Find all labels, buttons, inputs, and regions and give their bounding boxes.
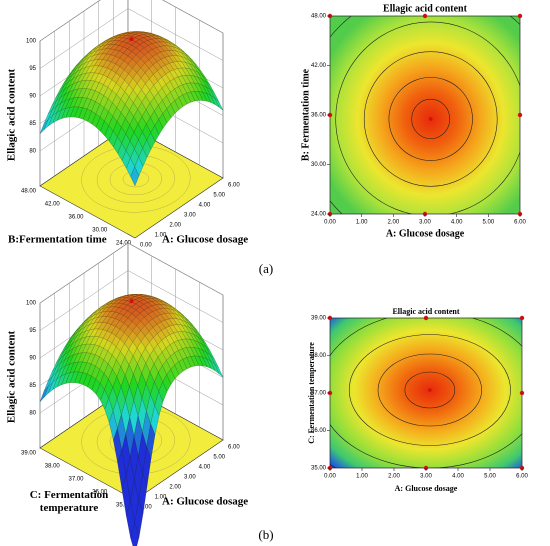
y-tick-label: 24.00 xyxy=(311,212,327,218)
y-tick-label: 48.00 xyxy=(311,14,327,20)
design-point xyxy=(129,37,134,42)
x-tick-label: 5.00 xyxy=(482,220,494,226)
z-tick-label: 85 xyxy=(29,383,36,389)
x-tick-label: 1.00 xyxy=(155,495,167,501)
design-point xyxy=(519,315,525,321)
x-tick-label: 4.00 xyxy=(199,465,211,471)
axis-label: A: Glucose dosage xyxy=(386,228,465,239)
y-tick-label: 24.00 xyxy=(116,241,132,247)
panel-label: (a) xyxy=(259,261,273,276)
x-tick-label: 3.00 xyxy=(184,475,196,481)
z-tick-label: 80 xyxy=(29,149,36,155)
surface-patch xyxy=(130,522,140,546)
x-tick-label: 6.00 xyxy=(514,220,526,226)
contour-line xyxy=(363,51,498,187)
contour-fill xyxy=(330,16,520,214)
axis-label: B:Fermentation time xyxy=(8,234,107,246)
design-point xyxy=(129,299,134,304)
z-tick-label: 90 xyxy=(29,356,36,362)
y-tick-label: 38.00 xyxy=(45,464,61,470)
x-tick-label: 0.00 xyxy=(140,505,152,511)
y-tick-label: 36.00 xyxy=(68,215,84,221)
x-tick-label: 2.00 xyxy=(388,474,400,480)
x-tick-label: 5.00 xyxy=(213,455,225,461)
contour-line xyxy=(348,334,511,446)
x-tick-label: 0.00 xyxy=(324,474,336,480)
z-tick-label: 95 xyxy=(29,328,36,334)
panel-label: (b) xyxy=(258,527,273,542)
x-tick-label: 6.00 xyxy=(228,183,240,189)
x-tick-label: 2.00 xyxy=(169,485,181,491)
y-tick-label: 30.00 xyxy=(311,162,327,168)
design-point xyxy=(428,388,432,392)
z-tick-label: 80 xyxy=(29,411,36,417)
axis-label: A: Glucose dosage xyxy=(162,496,248,508)
axis-label: C: Fermentation temperature xyxy=(29,489,109,514)
y-tick-label: 30.00 xyxy=(92,228,108,234)
z-tick-label: 100 xyxy=(26,39,37,45)
design-point xyxy=(519,390,525,396)
axis-label: Ellagic acid content xyxy=(6,331,18,424)
x-tick-label: 5.00 xyxy=(213,193,225,199)
contour-line xyxy=(411,98,451,140)
design-point xyxy=(517,13,523,19)
design-point xyxy=(517,112,523,118)
y-tick-label: 37.00 xyxy=(68,477,84,483)
design-point xyxy=(428,117,433,121)
y-tick-label: 48.00 xyxy=(21,189,37,195)
y-tick-label: 35.00 xyxy=(116,503,132,509)
y-tick-label: 37.00 xyxy=(311,391,327,397)
x-tick-label: 4.00 xyxy=(452,474,464,480)
contour-line xyxy=(335,21,520,214)
x-tick-label: 2.00 xyxy=(169,223,181,229)
x-tick-label: 2.00 xyxy=(387,220,399,226)
x-tick-label: 4.00 xyxy=(451,220,463,226)
y-tick-label: 38.00 xyxy=(311,353,327,359)
axis-label: Ellagic acid content xyxy=(6,69,18,162)
axis-label: A: Glucose dosage xyxy=(162,234,248,246)
z-tick-label: 100 xyxy=(26,301,37,307)
contour-line xyxy=(388,77,473,161)
x-tick-label: 1.00 xyxy=(356,474,368,480)
contour-line xyxy=(404,371,456,409)
z-tick-label: 85 xyxy=(29,121,36,127)
x-tick-label: 6.00 xyxy=(516,474,528,480)
x-tick-label: 6.00 xyxy=(228,445,240,451)
chart-title: Ellagic acid content xyxy=(392,307,459,316)
x-tick-label: 5.00 xyxy=(484,474,496,480)
surface-patch xyxy=(130,166,140,187)
y-tick-label: 35.00 xyxy=(311,466,327,472)
design-point xyxy=(422,13,428,19)
x-tick-label: 1.00 xyxy=(155,233,167,239)
axis-label: B: Fermentation time xyxy=(300,68,311,161)
x-tick-label: 3.00 xyxy=(419,220,431,226)
x-tick-label: 0.00 xyxy=(324,220,336,226)
x-tick-label: 3.00 xyxy=(184,213,196,219)
z-tick-label: 90 xyxy=(29,94,36,100)
y-tick-label: 42.00 xyxy=(45,202,61,208)
y-tick-label: 39.00 xyxy=(311,316,327,322)
contour-line xyxy=(377,353,482,427)
y-tick-label: 36.00 xyxy=(92,490,108,496)
axis-label: C: Fermentation temperature xyxy=(307,342,316,444)
y-tick-label: 36.00 xyxy=(311,113,327,119)
design-point xyxy=(423,315,429,321)
y-tick-label: 42.00 xyxy=(311,63,327,69)
x-tick-label: 0.00 xyxy=(140,243,152,249)
y-tick-label: 39.00 xyxy=(21,451,37,457)
y-tick-label: 36.00 xyxy=(311,428,327,434)
axis-label: A: Glucose dosage xyxy=(395,484,458,493)
chart-title: Ellagic acid content xyxy=(383,3,468,14)
x-tick-label: 1.00 xyxy=(356,220,368,226)
contour-fill xyxy=(330,318,522,468)
x-tick-label: 4.00 xyxy=(199,203,211,209)
x-tick-label: 3.00 xyxy=(420,474,432,480)
z-tick-label: 95 xyxy=(29,66,36,72)
